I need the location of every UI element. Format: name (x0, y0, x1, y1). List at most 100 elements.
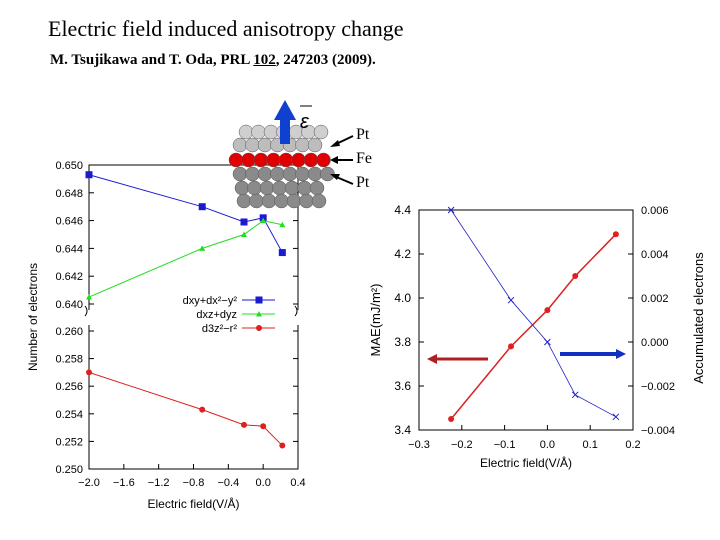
data-point (278, 249, 286, 257)
atom (238, 124, 254, 140)
atom (295, 166, 310, 182)
x-tick-label: 0.0 (256, 477, 271, 489)
atom (307, 166, 323, 182)
data-point (544, 307, 551, 314)
data-point (279, 442, 286, 449)
data-point (260, 217, 267, 224)
y-tick-label: 0.250 (55, 464, 83, 476)
left-axis-arrow-head-icon (427, 354, 437, 364)
atom (297, 180, 312, 196)
citation-pages: , 247203 (2009). (275, 52, 376, 68)
slide-title: Electric field induced anisotropy change (48, 16, 404, 41)
field-arrow-head-icon (274, 100, 296, 120)
y2-axis-label: Accumulated electrons (691, 252, 706, 384)
atom (282, 166, 298, 182)
x-tick-label: −0.1 (494, 439, 516, 451)
y-axis-label: Number of electrons (26, 263, 40, 371)
y-tick-label: 0.258 (55, 354, 83, 366)
y-tick-label: 0.644 (55, 243, 83, 255)
y-tick-label: 4.4 (394, 203, 411, 217)
x-tick-label: 0.2 (625, 439, 640, 451)
y-tick-label: 3.6 (394, 379, 411, 393)
x-axis-label: Electric field(V/Å) (480, 455, 572, 470)
y-tick-label: 4.2 (394, 247, 411, 261)
data-point (447, 206, 455, 214)
atom (251, 124, 266, 140)
x-tick-label: −0.4 (217, 477, 239, 489)
y2-tick-label: 0.004 (641, 249, 669, 261)
data-point (241, 231, 248, 237)
atom (272, 180, 287, 196)
data-point (198, 203, 206, 211)
atom (228, 152, 244, 168)
x-tick-label: −1.2 (148, 477, 170, 489)
x-tick-label: −0.3 (408, 439, 430, 451)
data-point (448, 416, 455, 422)
y-tick-label: 0.648 (55, 188, 83, 200)
x-tick-label: −0.2 (451, 439, 473, 451)
field-symbol: ε (300, 111, 310, 133)
data-point (86, 369, 92, 376)
data-point (240, 218, 248, 226)
atom (241, 152, 256, 168)
atom (266, 152, 281, 168)
data-point (255, 296, 263, 304)
atom (270, 166, 285, 182)
data-point (279, 221, 286, 228)
y-tick-label: 0.260 (55, 326, 83, 338)
atom (249, 193, 264, 209)
atom (236, 193, 252, 209)
atom (234, 180, 250, 196)
atom (257, 137, 273, 153)
layer-label-bottom-pt: Pt (356, 174, 370, 191)
data-point (199, 245, 206, 251)
data-point (256, 325, 262, 331)
y-tick-label: 0.256 (55, 381, 83, 393)
atom (253, 152, 269, 168)
atom (316, 152, 331, 168)
y2-tick-label: 0.006 (641, 205, 669, 217)
atom (274, 193, 289, 209)
axis-break-mark (84, 305, 298, 317)
citation-authors: M. Tsujikawa and T. Oda, PRL (50, 52, 254, 68)
atom (259, 180, 275, 196)
y-tick-label: 3.4 (394, 423, 411, 437)
atom (278, 152, 294, 168)
atom (284, 180, 300, 196)
atom (247, 180, 262, 196)
atom-slab (228, 124, 335, 209)
legend-label: dxz+dyz (196, 309, 237, 321)
atom (245, 166, 260, 182)
y-tick-label: 0.650 (55, 160, 83, 172)
right-axis-arrow-head-icon (616, 349, 626, 359)
atom (257, 166, 273, 182)
atom (303, 152, 319, 168)
data-point (571, 391, 579, 399)
y-tick-label: 0.254 (55, 409, 83, 421)
x-tick-label: −2.0 (78, 477, 100, 489)
y-tick-label: 3.8 (394, 335, 411, 349)
data-point (612, 413, 620, 421)
atom (299, 193, 314, 209)
atom (286, 193, 302, 209)
data-point (544, 338, 551, 346)
x-tick-label: −1.6 (113, 477, 135, 489)
x-axis-label: Electric field(V/Å) (147, 496, 239, 511)
data-point (508, 343, 515, 350)
y2-tick-label: 0.000 (641, 337, 669, 349)
atom (295, 137, 310, 153)
atom (309, 180, 325, 196)
data-point (507, 296, 515, 304)
atom (263, 124, 279, 140)
atom (232, 166, 248, 182)
atom (232, 137, 248, 153)
x-tick-label: 0.4 (290, 477, 305, 489)
data-point (612, 231, 619, 238)
atom (311, 193, 327, 209)
atom (307, 137, 323, 153)
series-2 (86, 217, 286, 300)
y-tick-label: 0.640 (55, 299, 83, 311)
